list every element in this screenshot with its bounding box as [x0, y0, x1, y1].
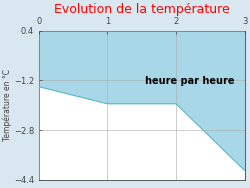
Y-axis label: Température en °C: Température en °C	[3, 69, 12, 141]
Title: Evolution de la température: Evolution de la température	[54, 3, 230, 16]
Text: heure par heure: heure par heure	[145, 76, 234, 86]
